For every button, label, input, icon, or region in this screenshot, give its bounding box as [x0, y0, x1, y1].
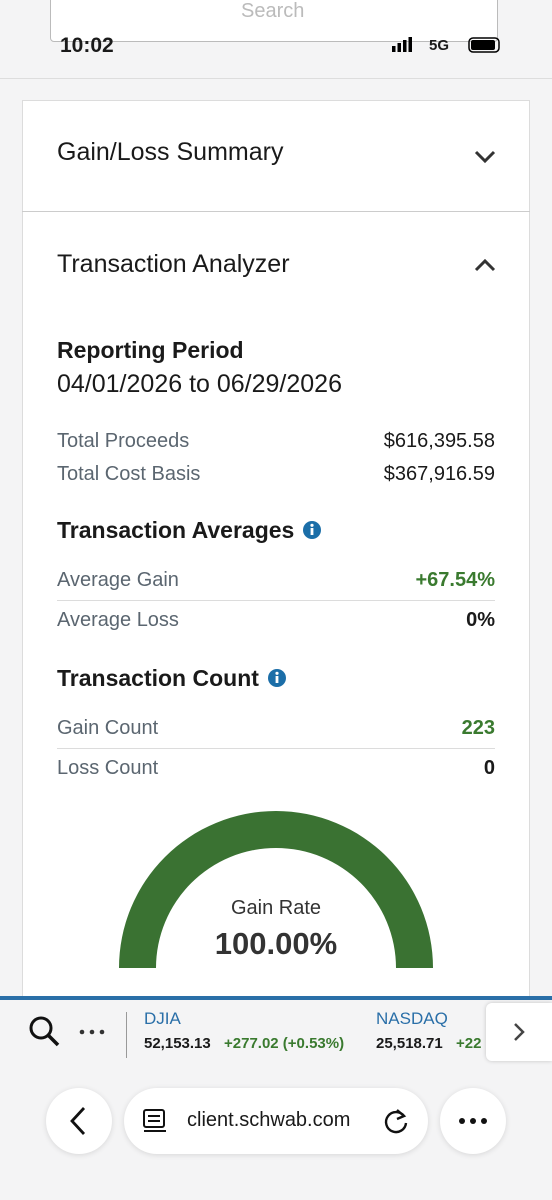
search-placeholder: Search — [241, 0, 305, 22]
gauge-value: 100.00% — [214, 926, 338, 961]
ticker-name[interactable]: DJIA — [144, 1009, 181, 1028]
section-title[interactable]: Transaction Analyzer — [57, 250, 290, 278]
divider — [126, 1012, 127, 1058]
back-icon — [70, 1107, 86, 1135]
more-button[interactable] — [440, 1088, 506, 1154]
status-icons — [392, 37, 500, 53]
chevron-down[interactable] — [474, 150, 496, 164]
value: 223 — [461, 717, 495, 739]
divider — [57, 748, 495, 749]
divider — [22, 211, 530, 212]
ticker-tools[interactable] — [26, 1014, 116, 1050]
heading: Transaction Count — [57, 665, 259, 691]
url: client.schwab.com — [187, 1109, 351, 1131]
ticker-next[interactable] — [486, 1003, 552, 1061]
label: Loss Count — [57, 757, 159, 779]
ticker-price: 52,153.13 — [144, 1035, 211, 1052]
chevron-up[interactable] — [474, 258, 496, 272]
heading: Reporting Period — [57, 337, 244, 363]
value: $367,916.59 — [383, 463, 495, 485]
info-icon[interactable] — [302, 520, 322, 540]
url-bar[interactable]: client.schwab.com — [124, 1088, 428, 1154]
gauge-label: Gain Rate — [230, 897, 322, 919]
label: Total Cost Basis — [57, 463, 201, 485]
label: Gain Count — [57, 717, 159, 739]
chevron-right — [514, 1023, 525, 1041]
status-time: 10:02 — [60, 34, 114, 57]
ticker-line — [0, 996, 552, 1000]
value: $616,395.58 — [383, 430, 495, 452]
label: Average Gain — [57, 569, 179, 591]
section-title[interactable]: Gain/Loss Summary — [57, 138, 284, 166]
search-box[interactable] — [50, 0, 498, 42]
ticker-change: +277.02 (+0.53%) — [224, 1035, 345, 1052]
ticker-price: 25,518.71 — [376, 1035, 443, 1052]
reload-icon[interactable] — [382, 1106, 412, 1136]
value: 0 — [483, 757, 495, 779]
header — [0, 0, 552, 79]
ticker-name[interactable]: NASDAQ — [376, 1009, 448, 1028]
network: 5G — [429, 37, 450, 54]
card — [22, 100, 530, 1000]
ticker-change: +22 — [456, 1035, 482, 1052]
value: 0% — [466, 609, 495, 631]
period: 04/01/2026 to 06/29/2026 — [57, 370, 342, 398]
label: Average Loss — [57, 609, 179, 631]
back-button[interactable] — [46, 1088, 112, 1154]
more-icon — [459, 1118, 487, 1124]
label: Total Proceeds — [57, 430, 190, 452]
info-icon[interactable] — [267, 668, 287, 688]
value: +67.54% — [415, 569, 495, 591]
reader-icon — [143, 1109, 166, 1132]
divider — [57, 600, 495, 601]
heading: Transaction Averages — [57, 517, 295, 543]
gauge — [119, 811, 433, 968]
